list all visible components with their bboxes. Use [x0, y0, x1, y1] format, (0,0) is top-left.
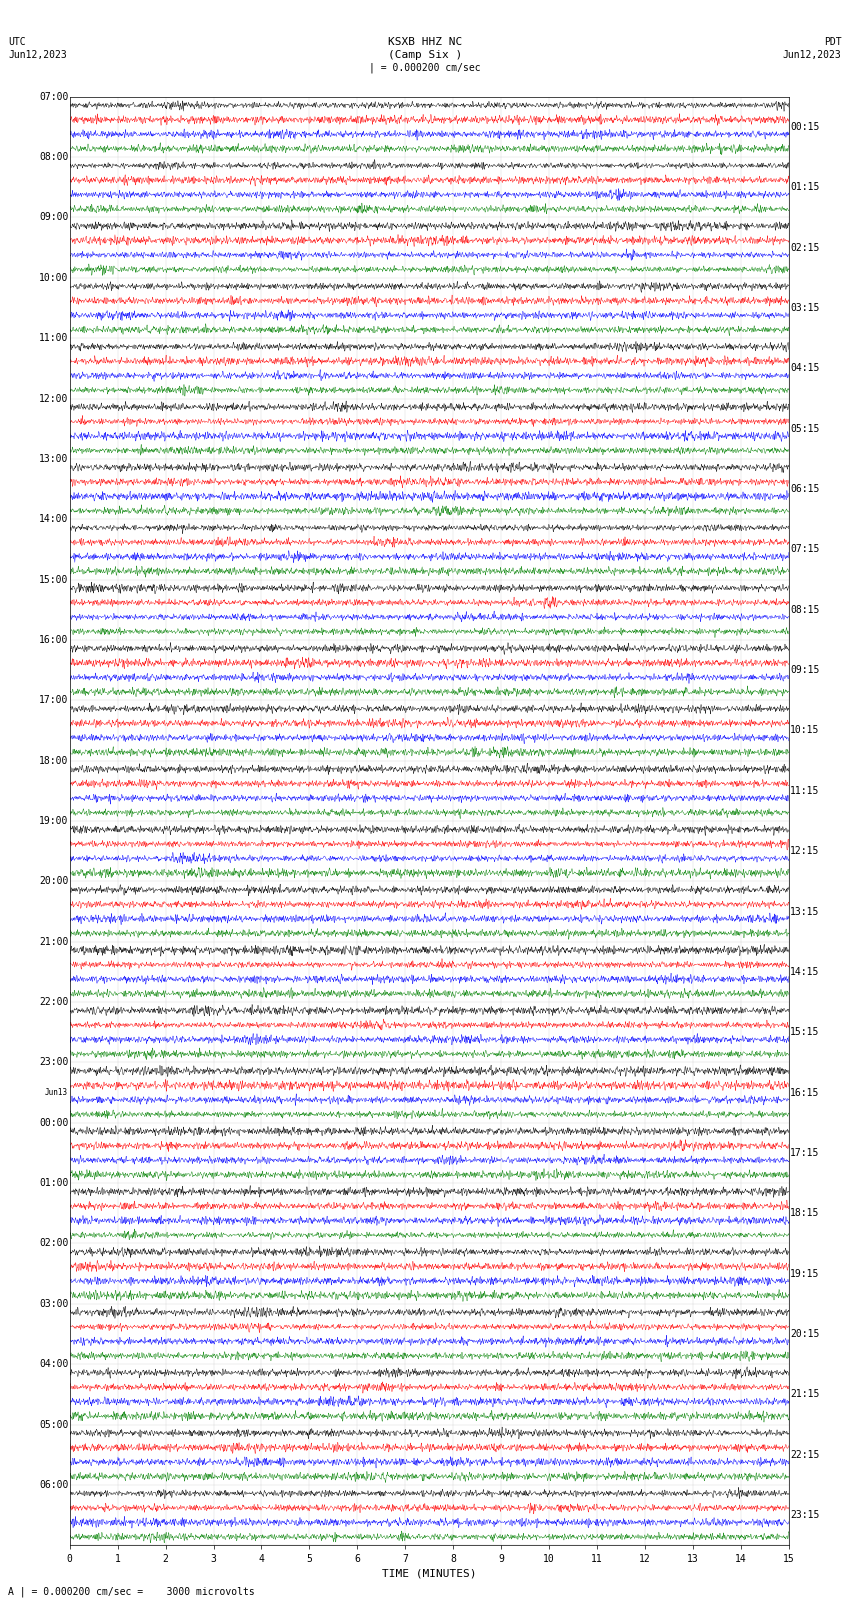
Text: UTC: UTC — [8, 37, 26, 47]
Text: 00:15: 00:15 — [790, 123, 819, 132]
Text: KSXB HHZ NC: KSXB HHZ NC — [388, 37, 462, 47]
Text: 08:15: 08:15 — [790, 605, 819, 615]
Text: 00:00: 00:00 — [39, 1118, 68, 1127]
Text: 10:00: 10:00 — [39, 273, 68, 282]
Text: 05:00: 05:00 — [39, 1419, 68, 1429]
Text: 12:15: 12:15 — [790, 847, 819, 857]
Text: 04:00: 04:00 — [39, 1360, 68, 1369]
Text: 13:00: 13:00 — [39, 453, 68, 465]
Text: 22:00: 22:00 — [39, 997, 68, 1007]
Text: 03:15: 03:15 — [790, 303, 819, 313]
Text: (Camp Six ): (Camp Six ) — [388, 50, 462, 60]
Text: 14:00: 14:00 — [39, 515, 68, 524]
Text: 06:15: 06:15 — [790, 484, 819, 494]
Text: 21:15: 21:15 — [790, 1389, 819, 1400]
Text: 01:00: 01:00 — [39, 1177, 68, 1189]
Text: 07:00: 07:00 — [39, 92, 68, 102]
X-axis label: TIME (MINUTES): TIME (MINUTES) — [382, 1568, 477, 1579]
Text: 16:15: 16:15 — [790, 1087, 819, 1097]
Text: 05:15: 05:15 — [790, 424, 819, 434]
Text: | = 0.000200 cm/sec: | = 0.000200 cm/sec — [369, 63, 481, 74]
Text: 11:00: 11:00 — [39, 334, 68, 344]
Text: 15:00: 15:00 — [39, 574, 68, 584]
Text: 18:15: 18:15 — [790, 1208, 819, 1218]
Text: A | = 0.000200 cm/sec =    3000 microvolts: A | = 0.000200 cm/sec = 3000 microvolts — [8, 1586, 255, 1597]
Text: 23:15: 23:15 — [790, 1510, 819, 1519]
Text: Jun12,2023: Jun12,2023 — [8, 50, 67, 60]
Text: 03:00: 03:00 — [39, 1298, 68, 1308]
Text: 02:00: 02:00 — [39, 1239, 68, 1248]
Text: 17:15: 17:15 — [790, 1148, 819, 1158]
Text: 14:15: 14:15 — [790, 966, 819, 977]
Text: 06:00: 06:00 — [39, 1479, 68, 1490]
Text: 07:15: 07:15 — [790, 545, 819, 555]
Text: 23:00: 23:00 — [39, 1058, 68, 1068]
Text: 13:15: 13:15 — [790, 907, 819, 916]
Text: 09:00: 09:00 — [39, 213, 68, 223]
Text: 18:00: 18:00 — [39, 755, 68, 766]
Text: 22:15: 22:15 — [790, 1450, 819, 1460]
Text: Jun13: Jun13 — [45, 1089, 68, 1097]
Text: 21:00: 21:00 — [39, 937, 68, 947]
Text: 01:15: 01:15 — [790, 182, 819, 192]
Text: 15:15: 15:15 — [790, 1027, 819, 1037]
Text: 12:00: 12:00 — [39, 394, 68, 403]
Text: 02:15: 02:15 — [790, 242, 819, 253]
Text: 17:00: 17:00 — [39, 695, 68, 705]
Text: 20:00: 20:00 — [39, 876, 68, 887]
Text: 04:15: 04:15 — [790, 363, 819, 373]
Text: 19:15: 19:15 — [790, 1269, 819, 1279]
Text: 10:15: 10:15 — [790, 726, 819, 736]
Text: 20:15: 20:15 — [790, 1329, 819, 1339]
Text: 09:15: 09:15 — [790, 665, 819, 676]
Text: Jun12,2023: Jun12,2023 — [783, 50, 842, 60]
Text: PDT: PDT — [824, 37, 842, 47]
Text: 08:00: 08:00 — [39, 152, 68, 163]
Text: 11:15: 11:15 — [790, 786, 819, 795]
Text: 19:00: 19:00 — [39, 816, 68, 826]
Text: 16:00: 16:00 — [39, 636, 68, 645]
